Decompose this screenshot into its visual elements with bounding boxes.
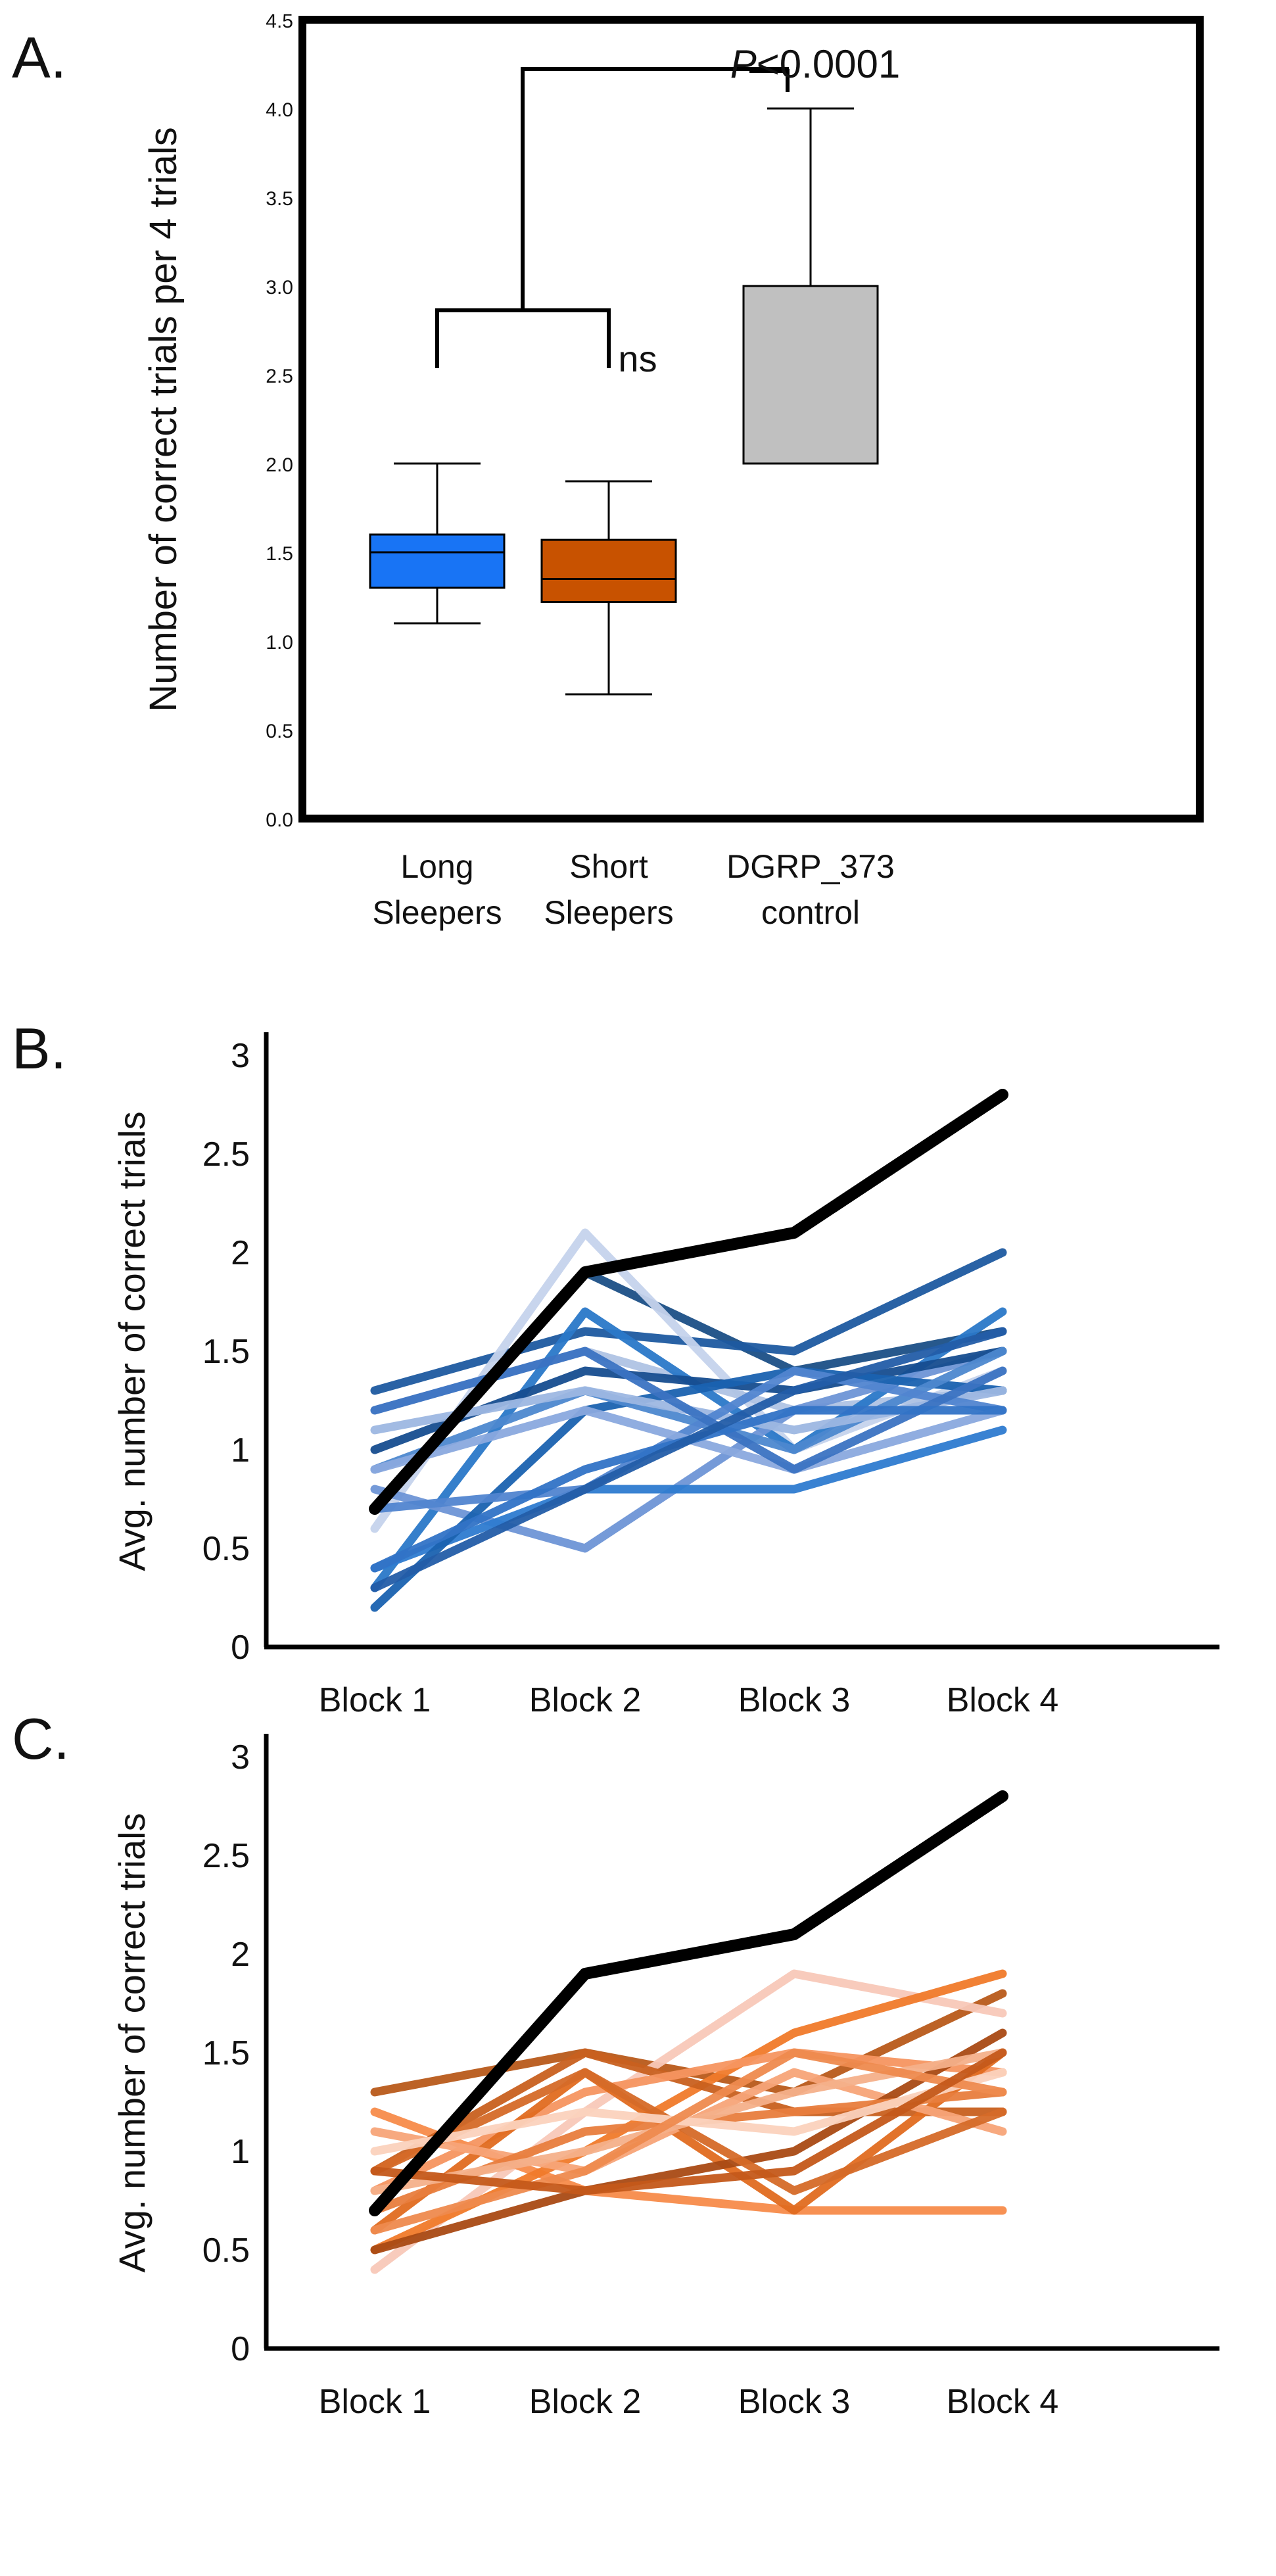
- y-tick-label: 2.5: [202, 1837, 250, 1875]
- series-line-10: [370, 1347, 1007, 1474]
- y-tick-label: 0: [231, 1629, 250, 1667]
- y-tick-label: 4.0: [266, 99, 293, 121]
- y-tick-label: 1.5: [266, 543, 293, 565]
- panel-letter-c: C.: [12, 1706, 70, 1771]
- x-category-label: Sleepers: [372, 894, 502, 931]
- panel-letter-a: A.: [12, 25, 66, 90]
- x-category-label: Block 2: [529, 2383, 642, 2421]
- control-line: [369, 1089, 1008, 1515]
- series-line-2: [370, 1969, 1007, 2274]
- x-category-label: DGRP_373: [726, 848, 895, 885]
- y-tick-label: 0.5: [202, 1530, 250, 1568]
- y-tick-label: 1.0: [266, 632, 293, 654]
- x-category-label: Block 4: [947, 2383, 1059, 2421]
- series-line-15: [370, 2048, 1007, 2195]
- box-2: [540, 480, 677, 696]
- y-tick-label: 0: [231, 2330, 250, 2368]
- y-tick-label: 2: [231, 1936, 250, 1974]
- series-line-8: [370, 1425, 1007, 1573]
- x-category-label: Long: [400, 848, 473, 885]
- y-tick-label: 0.5: [266, 721, 293, 742]
- y-tick-label: 2.5: [202, 1135, 250, 1174]
- series-line-13: [370, 2068, 1007, 2156]
- y-tick-label: 3.5: [266, 188, 293, 210]
- box-3: [742, 107, 879, 465]
- y-axis-title-a: Number of correct trials per 4 trials: [142, 127, 185, 712]
- x-category-label: Block 4: [947, 1681, 1059, 1719]
- y-tick-label: 0.5: [202, 2231, 250, 2270]
- y-tick-label: 3.0: [266, 277, 293, 298]
- line-chart-panel-b: Avg. number of correct trials 0 0.5 1 1.5 2 2.…: [111, 1032, 1219, 1719]
- box-1: [369, 462, 506, 625]
- y-tick-label: 1.5: [202, 1333, 250, 1371]
- series-line-11: [370, 2068, 1007, 2195]
- series-line-16: [370, 1327, 1007, 1592]
- series-line-12: [370, 1366, 1007, 1514]
- series-line-14: [370, 1347, 1007, 1474]
- line-chart-panel-c: Avg. number of correct trials 0 0.5 1 1.5 2 2.…: [111, 1734, 1219, 2421]
- box-plot-frame: [298, 16, 1204, 823]
- ns-bracket: [435, 308, 611, 368]
- ns-label: ns: [618, 338, 657, 379]
- series-line-9: [370, 2028, 1007, 2254]
- p-bracket-right: [749, 69, 790, 92]
- control-line: [369, 1790, 1008, 2216]
- x-category-label: Block 3: [738, 2383, 851, 2421]
- series-line-14: [370, 2048, 1007, 2235]
- box-plot-panel: 0.0 0.5 1.0 1.5 2.0 2.5 3.0 3.5 4.0 4.5 Number of…: [142, 11, 1204, 931]
- box-iqr: [369, 533, 506, 589]
- x-category-label: control: [761, 894, 860, 931]
- y-tick-label: 3: [231, 1738, 250, 1777]
- x-category-label: Block 2: [529, 1681, 642, 1719]
- y-axis-title: Avg. number of correct trials: [111, 1813, 153, 2272]
- p-value-italic: P: [730, 42, 757, 86]
- y-tick-label: 1: [231, 2133, 250, 2171]
- panel-letter-b: B.: [12, 1016, 66, 1081]
- p-bracket-left: [521, 67, 789, 310]
- series-line-9: [370, 1366, 1007, 1612]
- y-tick-label: 0.0: [266, 809, 293, 831]
- y-tick-label: 2.0: [266, 454, 293, 476]
- y-tick-label: 3: [231, 1037, 250, 1075]
- x-category-label: Block 3: [738, 1681, 851, 1719]
- y-tick-label: 4.5: [266, 11, 293, 32]
- series-line-6: [370, 2048, 1007, 2195]
- box-iqr: [540, 538, 677, 604]
- p-value-label: P<0.0001: [730, 42, 901, 86]
- x-category-label: Short: [569, 848, 648, 885]
- box-iqr: [742, 285, 879, 465]
- x-category-label: Block 1: [319, 1681, 431, 1719]
- y-axis-title: Avg. number of correct trials: [111, 1111, 153, 1571]
- y-tick-label: 2: [231, 1234, 250, 1272]
- p-value-number: <0.0001: [757, 42, 901, 86]
- x-category-label: Sleepers: [544, 894, 673, 931]
- y-tick-label: 1: [231, 1431, 250, 1469]
- y-tick-label: 2.5: [266, 366, 293, 387]
- y-tick-label: 1.5: [202, 2034, 250, 2072]
- x-category-label: Block 1: [319, 2383, 431, 2421]
